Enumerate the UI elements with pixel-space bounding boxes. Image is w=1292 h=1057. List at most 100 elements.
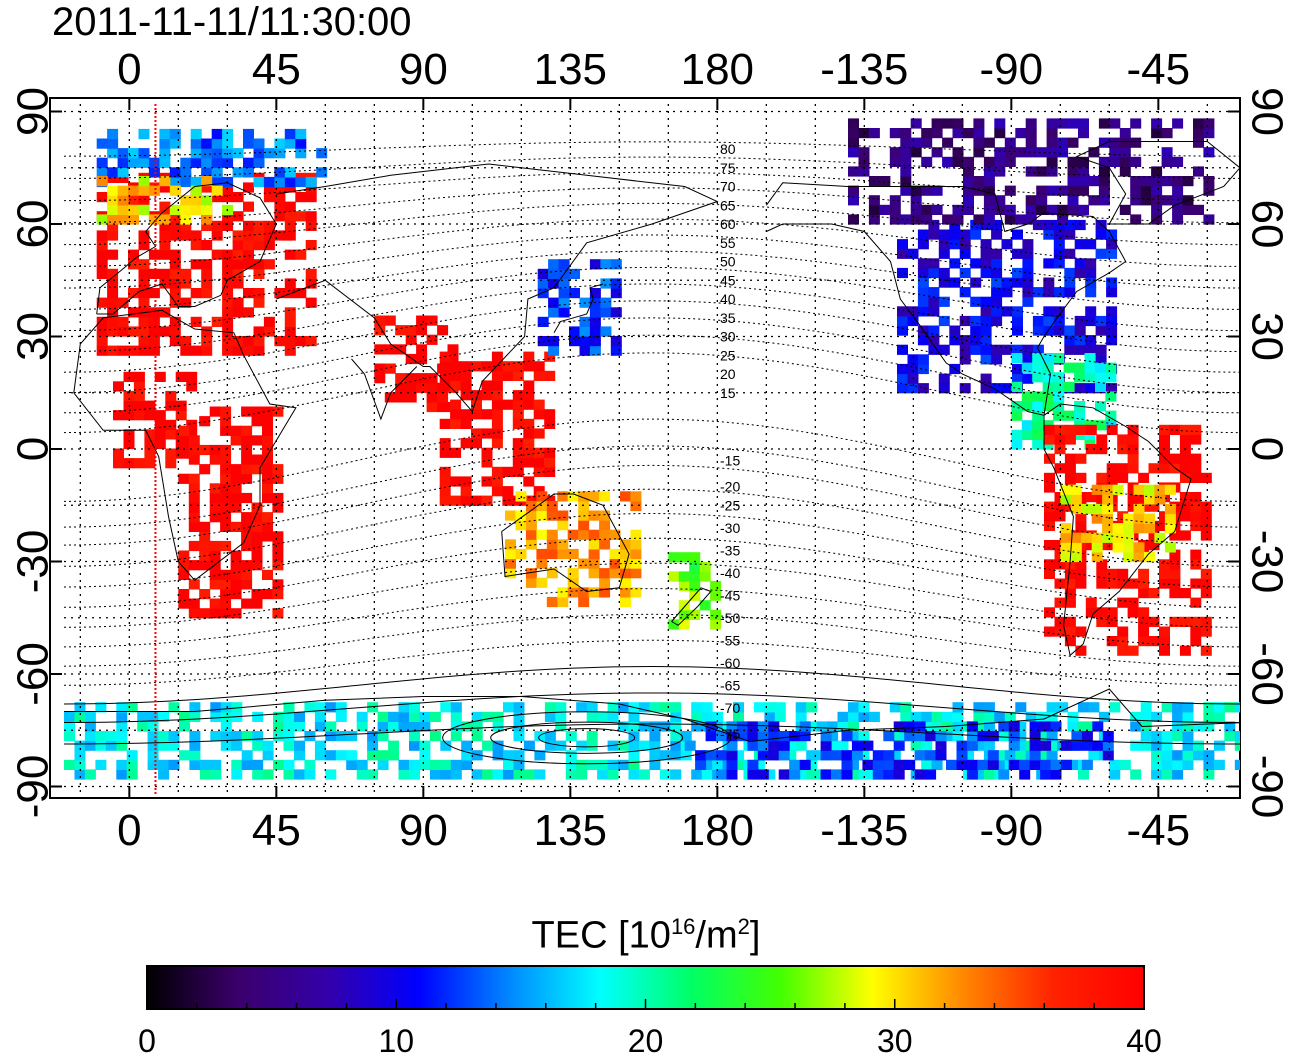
tec-cell: [599, 568, 611, 579]
tec-cell: [1015, 702, 1027, 713]
tec-cell: [128, 307, 139, 318]
tec-cell: [1106, 424, 1118, 435]
tec-cell: [820, 769, 832, 780]
tec-cell: [620, 491, 631, 502]
tec-cell: [169, 230, 181, 241]
tec-cell: [983, 711, 995, 722]
tec-cell: [220, 569, 232, 580]
tec-cell: [398, 759, 410, 770]
tec-cell: [1092, 721, 1104, 732]
tec-cell: [1067, 166, 1079, 177]
tec-cell: [1053, 401, 1065, 412]
tec-cell: [148, 214, 160, 225]
tec-cell: [450, 399, 462, 410]
tec-cell: [1172, 214, 1184, 225]
tec-cell: [607, 759, 619, 770]
tec-cell: [1096, 434, 1108, 445]
tec-cell: [736, 721, 748, 732]
tec-cell: [295, 176, 307, 188]
tec-cell: [154, 419, 166, 430]
tec-cell: [862, 759, 874, 770]
tec-cell: [1106, 568, 1118, 579]
tec-cell: [1193, 204, 1204, 215]
tec-cell: [910, 137, 922, 148]
tec-cell: [232, 278, 244, 289]
tec-cell: [201, 220, 213, 231]
tec-cell: [1119, 128, 1131, 139]
tec-cell: [1117, 463, 1129, 474]
tec-data-layer: [64, 118, 1240, 780]
tec-cell: [395, 373, 407, 384]
tec-cell: [107, 148, 119, 159]
tec-cell: [107, 214, 119, 225]
tec-cell: [199, 769, 211, 780]
tec-cell: [159, 268, 171, 279]
tec-cell: [243, 336, 254, 347]
tec-cell: [557, 520, 569, 531]
tec-cell: [199, 759, 211, 770]
tec-cell: [925, 731, 937, 742]
tec-cell: [426, 401, 438, 413]
tec-cell: [991, 229, 1003, 240]
tec-cell: [980, 373, 992, 384]
tec-cell: [841, 769, 853, 780]
tec-cell: [1109, 156, 1121, 167]
tec-cell: [938, 373, 950, 384]
tec-cell: [1070, 484, 1082, 495]
tec-cell: [589, 259, 601, 270]
tec-cell: [1148, 588, 1160, 599]
tec-cell: [188, 483, 200, 494]
tec-cell: [991, 267, 1003, 279]
tec-cell: [544, 740, 556, 751]
tec-cell: [335, 711, 347, 722]
tec-cell: [284, 336, 296, 347]
tec-cell: [492, 721, 504, 732]
tec-cell: [1095, 248, 1107, 259]
tec-cell: [263, 259, 275, 270]
coastline: [553, 283, 604, 334]
tec-cell: [931, 185, 943, 196]
tec-cell: [1074, 344, 1086, 355]
tec-cell: [928, 219, 940, 231]
tec-cell: [1064, 267, 1076, 279]
tec-cell: [274, 288, 286, 299]
tec-cell: [1095, 381, 1106, 392]
tec-cell: [188, 435, 200, 446]
tec-cell: [757, 769, 769, 780]
tec-cell: [178, 569, 190, 580]
tec-cell: [201, 268, 213, 279]
tec-cell: [1203, 128, 1215, 139]
tec-cell: [273, 711, 285, 722]
tec-cell: [1119, 759, 1131, 770]
tec-cell: [305, 176, 317, 188]
tec-cell: [405, 353, 417, 365]
tec-cell: [168, 731, 180, 742]
tec-cell: [691, 711, 703, 722]
tec-cell: [262, 406, 273, 417]
tec-cell: [1193, 740, 1204, 751]
tec-cell: [1085, 258, 1097, 269]
tec-cell: [272, 473, 284, 484]
tec-cell: [283, 769, 295, 780]
tec-cell: [220, 721, 232, 732]
tec-cell: [567, 529, 579, 540]
tec-cell: [96, 230, 108, 241]
lon-label-top: 135: [534, 45, 607, 94]
tec-cell: [588, 539, 600, 550]
tec-cell: [991, 306, 1003, 317]
tec-cell: [1159, 511, 1170, 522]
tec-cell: [169, 259, 181, 270]
tec-cell: [416, 353, 428, 365]
tec-cell: [533, 466, 545, 477]
lon-label-bottom: 45: [252, 806, 301, 855]
tec-cell: [1046, 147, 1058, 158]
tec-cell: [188, 560, 200, 571]
tec-cell: [1022, 277, 1034, 288]
tec-cell: [533, 486, 545, 497]
tec-cell: [897, 315, 908, 327]
tec-cell: [211, 167, 223, 178]
tec-cell: [816, 721, 828, 732]
tec-cell: [567, 587, 579, 598]
tec-cell: [107, 172, 119, 183]
tec-cell: [503, 702, 514, 713]
